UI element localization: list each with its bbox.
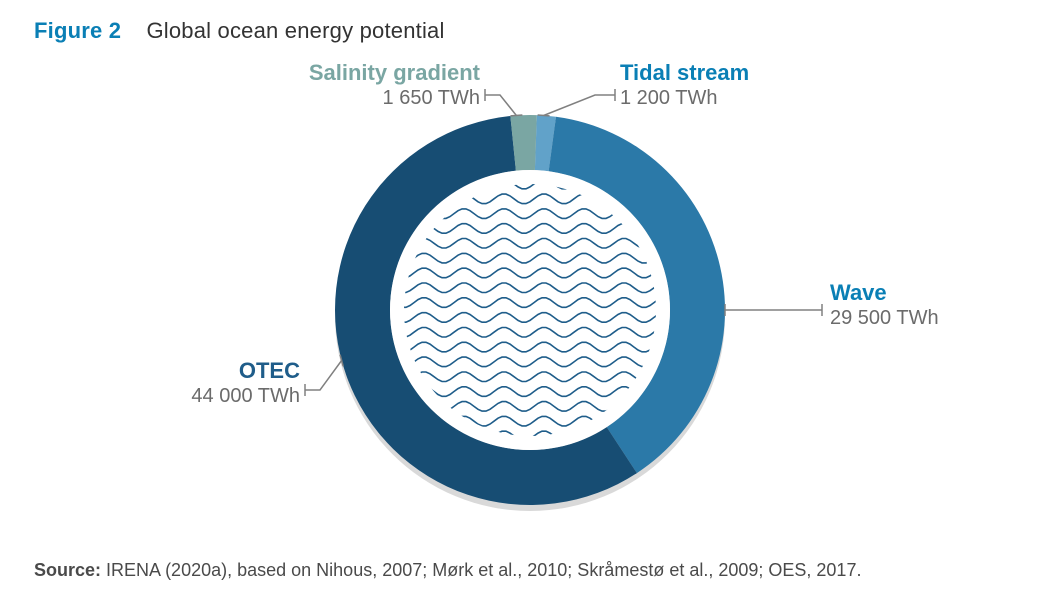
- callout-otec: [305, 361, 342, 391]
- label-salinity: Salinity gradient1 650 TWh: [309, 60, 481, 109]
- label-otec: OTEC44 000 TWh: [191, 358, 300, 407]
- label-tidal: Tidal stream1 200 TWh: [620, 60, 749, 109]
- source-text: IRENA (2020a), based on Nihous, 2007; Mø…: [106, 560, 861, 580]
- callout-tick-salinity: [510, 115, 522, 116]
- source-line: Source: IRENA (2020a), based on Nihous, …: [34, 560, 861, 581]
- callout-salinity: [485, 95, 516, 116]
- label-wave: Wave29 500 TWh: [830, 280, 939, 329]
- donut-chart: Salinity gradient1 650 TWh Tidal stream1 …: [0, 0, 1052, 598]
- donut-hole: [390, 170, 670, 450]
- callout-tidal: [544, 95, 615, 116]
- callout-tick-tidal: [538, 115, 550, 116]
- source-label: Source:: [34, 560, 101, 580]
